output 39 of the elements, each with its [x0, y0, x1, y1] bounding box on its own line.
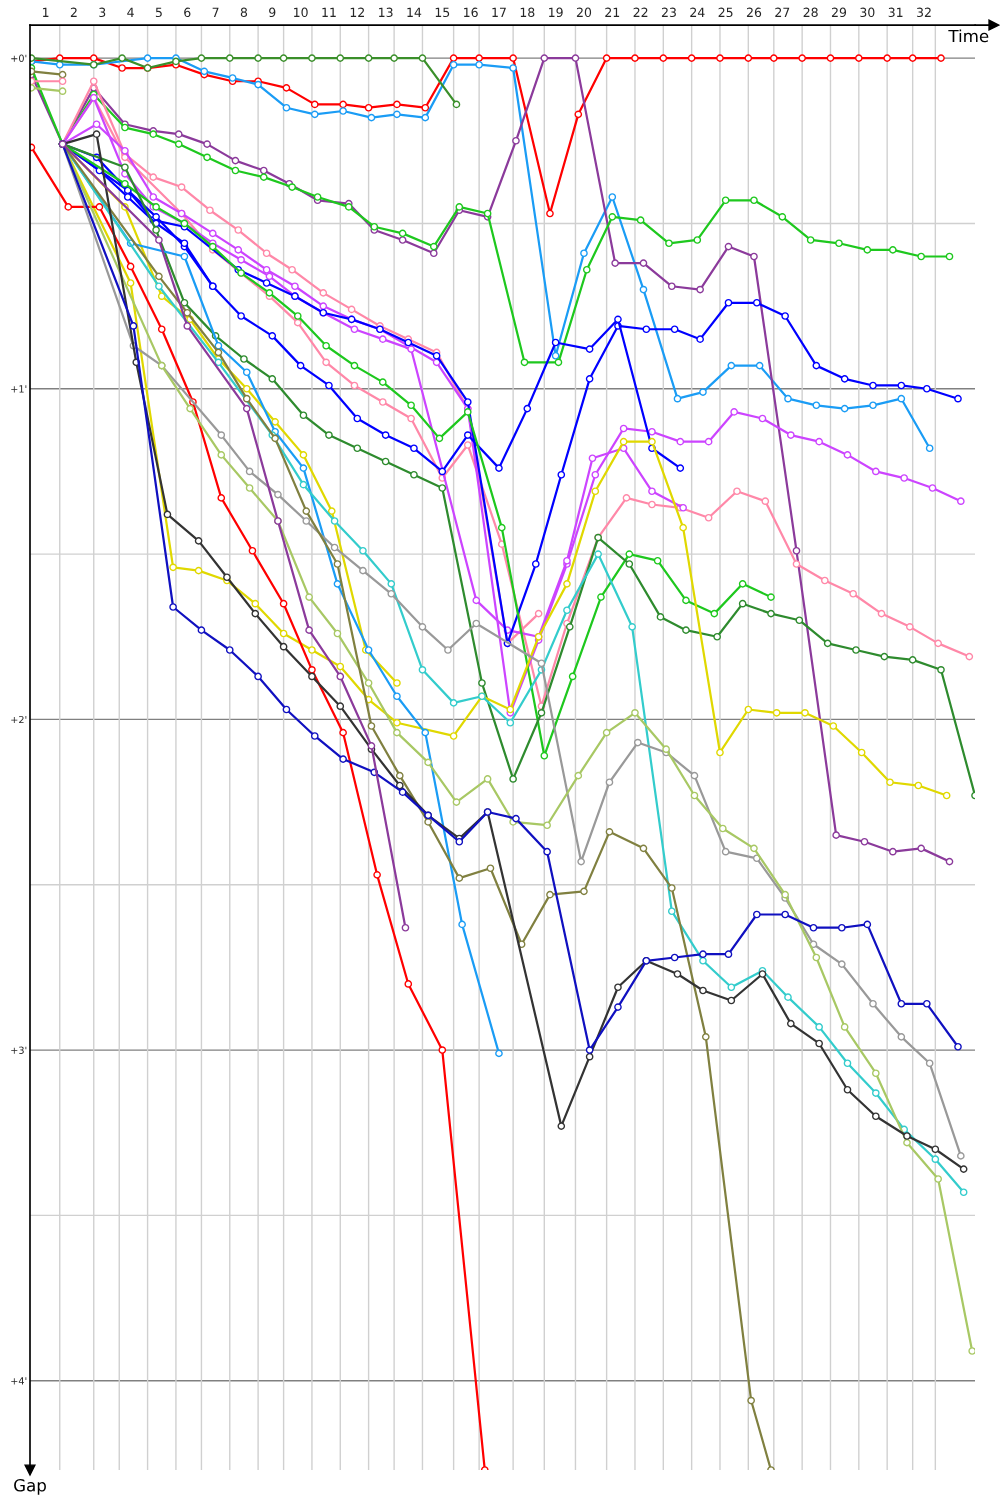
x-tick-label: 32	[917, 7, 931, 18]
x-tick-label: 1	[42, 7, 49, 17]
x-tick-label: 21	[605, 7, 620, 17]
y-tick-label: +0'	[11, 54, 27, 62]
x-tick-label: 19	[549, 7, 563, 18]
x-tick-label: 23	[661, 7, 676, 18]
x-tick-label: 24	[690, 7, 705, 17]
y-axis-title: Gap	[14, 1478, 46, 1495]
x-tick-label: 14	[407, 7, 422, 17]
x-tick-label: 22	[633, 7, 648, 17]
y-tick-label: +2'	[11, 715, 27, 724]
x-tick-label: 25	[718, 7, 733, 18]
x-tick-label: 3	[99, 7, 106, 18]
x-tick-label: 13	[379, 7, 393, 18]
x-tick-label: 11	[322, 7, 336, 17]
x-tick-label: 28	[803, 7, 818, 18]
x-tick-label: 20	[576, 7, 592, 18]
x-tick-label: 18	[520, 7, 535, 18]
y-tick-label: +4'	[11, 1377, 27, 1385]
x-tick-label: 15	[435, 7, 450, 18]
x-tick-label: 6	[184, 7, 191, 18]
x-tick-label: 4	[127, 7, 134, 17]
x-tick-label: 12	[350, 7, 364, 17]
x-tick-label: 5	[155, 7, 162, 18]
x-tick-label: 10	[294, 7, 308, 18]
x-tick-label: 9	[269, 7, 276, 18]
y-tick-label: +1'	[11, 385, 27, 393]
x-tick-label: 2	[70, 7, 77, 17]
y-tick-label: +3'	[11, 1046, 27, 1054]
x-tick-label: 8	[240, 7, 248, 18]
x-tick-label: 30	[860, 7, 875, 18]
x-tick-label: 17	[492, 7, 506, 17]
x-tick-label: 29	[831, 7, 847, 18]
x-axis-title: Time	[948, 29, 989, 43]
x-tick-label: 16	[464, 7, 478, 18]
x-tick-label: 26	[746, 7, 762, 18]
x-tick-label: 27	[775, 7, 790, 17]
x-tick-label: 7	[212, 7, 219, 17]
x-tick-label: 31	[888, 7, 903, 18]
